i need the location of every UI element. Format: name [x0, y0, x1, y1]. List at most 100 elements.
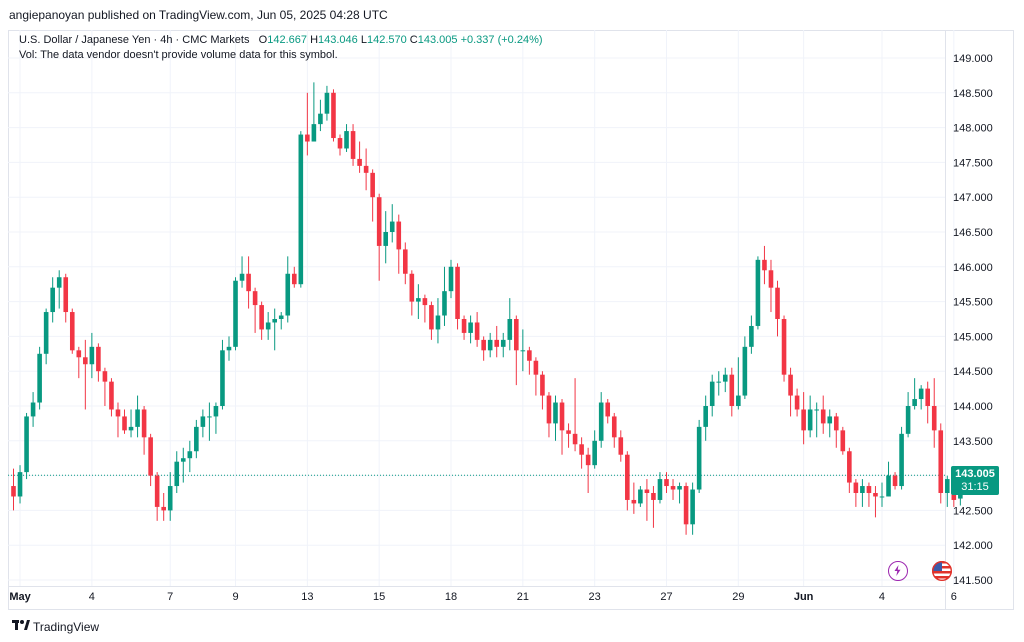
candle: [311, 82, 317, 142]
candle-body: [794, 395, 800, 410]
candle-body: [291, 273, 297, 285]
tradingview-logo-icon[interactable]: [12, 618, 30, 637]
candle-body: [820, 409, 826, 424]
candle: [24, 412, 29, 480]
candle-body: [83, 357, 88, 365]
high-label: H: [310, 34, 319, 46]
candle: [194, 419, 199, 459]
candle: [429, 301, 434, 340]
candle: [500, 332, 506, 358]
candlestick-chart[interactable]: 149.000 148.500 148.000 147.500 147.000 146.5…: [8, 30, 1014, 610]
candle-body: [252, 291, 258, 306]
candle: [285, 256, 291, 323]
chart-legend: U.S. Dollar / Japanese Yen · 4h · CMC Ma…: [19, 33, 543, 63]
candle-body: [318, 113, 323, 125]
candle: [853, 479, 859, 507]
footer-brand[interactable]: TradingView: [33, 620, 100, 634]
candle-body: [638, 489, 643, 504]
candle: [135, 395, 140, 438]
price-axis[interactable]: 149.000 148.500 148.000 147.500 147.000 146.5…: [953, 53, 993, 587]
candle: [572, 378, 578, 452]
candle-body: [135, 409, 140, 427]
us-flag-icon[interactable]: [931, 560, 953, 582]
candle-body: [651, 493, 656, 500]
candle-body: [886, 475, 891, 497]
price-tick-label: 143.500: [953, 436, 993, 448]
candle: [298, 131, 304, 288]
time-tick-label: 29: [732, 591, 744, 603]
candle-body: [873, 493, 878, 497]
candle-body: [866, 486, 872, 493]
candle: [553, 395, 558, 441]
candle-body: [762, 259, 767, 271]
publish-header: angiepanoyan published on TradingView.co…: [0, 0, 1024, 30]
candle: [363, 148, 369, 191]
candle: [403, 242, 408, 285]
candle-body: [30, 402, 36, 417]
candle-body: [931, 406, 937, 431]
candle: [246, 256, 251, 309]
candle-body: [899, 433, 904, 487]
last-price-tag: 143.005 31:15: [951, 466, 999, 495]
price-tick-label: 147.000: [953, 192, 993, 204]
candle-body: [938, 430, 944, 493]
candle: [141, 406, 147, 455]
candle: [879, 482, 885, 507]
candle: [252, 287, 258, 333]
candle: [357, 141, 362, 173]
candle: [69, 308, 75, 354]
symbol-title[interactable]: U.S. Dollar / Japanese Yen · 4h · CMC Ma…: [19, 34, 250, 46]
price-tick-label: 144.000: [953, 401, 993, 413]
time-tick-label: 6: [951, 591, 957, 603]
candle: [507, 298, 513, 351]
candle: [886, 461, 891, 497]
low-value: 142.570: [366, 34, 407, 46]
candle-body: [180, 458, 186, 462]
candle: [683, 482, 689, 535]
candle: [324, 85, 330, 121]
candle: [892, 472, 898, 490]
candle-body: [487, 339, 493, 351]
candle: [722, 367, 728, 393]
candle-body: [585, 454, 591, 466]
candle: [448, 259, 454, 299]
candle: [233, 277, 238, 351]
candle: [220, 339, 225, 410]
candle-body: [461, 319, 467, 333]
candle: [944, 475, 950, 507]
candle-body: [383, 232, 389, 246]
candle-body: [272, 319, 277, 323]
candle: [376, 193, 382, 281]
candle-body: [148, 437, 153, 476]
candle: [618, 430, 624, 462]
candle: [259, 301, 264, 340]
candle: [611, 412, 617, 448]
candle: [318, 99, 323, 132]
candle-body: [722, 374, 728, 382]
candle-body: [174, 461, 180, 487]
candle: [30, 392, 36, 427]
candle-body: [618, 437, 624, 455]
candle-body: [781, 319, 787, 375]
candle-body: [448, 266, 454, 292]
candle: [781, 315, 787, 382]
candle-body: [200, 416, 206, 427]
time-axis[interactable]: May 4 7 9 13 15 18 21 23 27 29 Jun 4 6: [9, 591, 957, 603]
bolt-icon[interactable]: [888, 561, 908, 581]
candle-body: [474, 322, 480, 340]
candle: [559, 399, 565, 455]
candle: [11, 468, 16, 511]
time-tick-label: May: [9, 591, 31, 603]
candle: [180, 447, 186, 483]
candle-body: [592, 440, 597, 466]
candle-body: [109, 381, 114, 410]
candle-body: [305, 134, 310, 142]
candle-body: [344, 131, 349, 149]
candle-body: [161, 506, 166, 511]
candle-body: [122, 416, 127, 431]
price-tick-label: 147.500: [953, 157, 993, 169]
candle-body: [494, 339, 500, 347]
candle: [43, 308, 49, 365]
candle-body: [389, 221, 395, 232]
time-tick-label: 18: [445, 591, 457, 603]
